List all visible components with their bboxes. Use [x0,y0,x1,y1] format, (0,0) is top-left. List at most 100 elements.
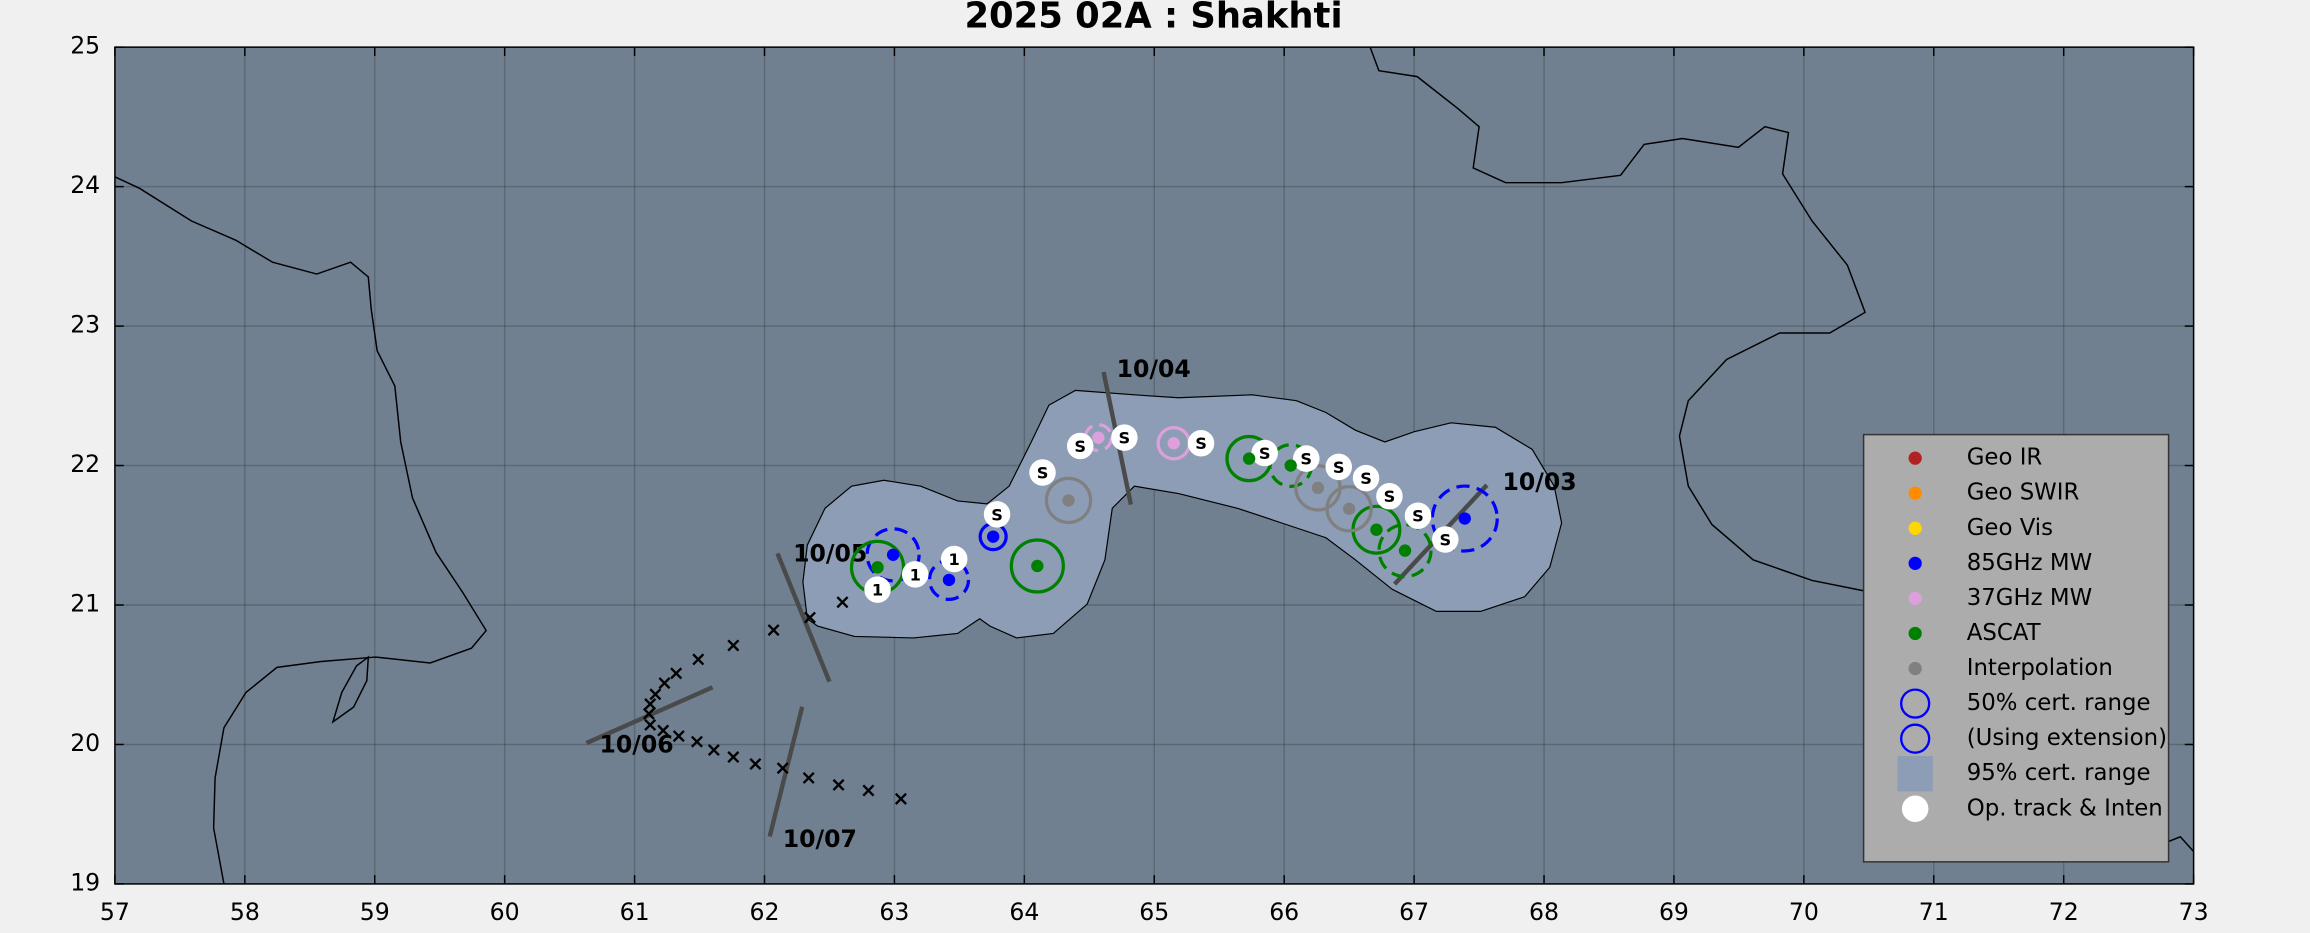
forecast-point [894,792,907,805]
x-tick-label: 67 [1399,898,1429,926]
x-tick-label: 66 [1269,898,1299,926]
forecast-point [644,718,657,731]
x-tick-label: 73 [2179,898,2209,926]
y-tick-label: 24 [70,171,100,199]
forecast-point [802,771,815,784]
coastline-southeast [2165,835,2194,853]
legend-label: 95% cert. range [1967,760,2151,786]
legend-marker [1908,486,1922,500]
legend-label: 50% cert. range [1967,690,2151,716]
obs-point [1342,502,1356,515]
op-track-label: S [1360,469,1372,488]
y-tick-label: 25 [70,32,100,60]
x-tick-label: 63 [879,898,909,926]
x-tick-label: 61 [620,898,650,926]
op-track-label: S [1412,507,1424,526]
x-tick-label: 70 [1789,898,1819,926]
forecast-point [670,667,683,680]
cert-ring [1430,484,1499,553]
coastlines [114,47,2194,884]
forecast-point [803,611,816,624]
legend-marker [1900,723,1931,754]
x-tick-label: 62 [750,898,780,926]
legend-marker [1900,688,1931,719]
obs-point [886,548,900,561]
forecast-point [776,762,789,775]
op-track-point [1066,432,1094,460]
op-track-label: S [1195,434,1207,453]
op-track-point [983,501,1011,528]
legend-marker [1908,451,1922,465]
y-tick-label: 22 [70,450,100,478]
legend-label: Geo IR [1967,445,2043,471]
obs-point [1284,459,1297,472]
op-track-label: S [1037,463,1049,482]
op-track-point [940,545,968,573]
forecast-point [767,624,780,637]
x-tick-label: 64 [1009,898,1039,926]
legend-marker [1901,795,1929,823]
chart-title: 2025 02A : Shakhti [964,0,1342,37]
legend-marker [1897,756,1933,792]
obs-point [1062,494,1075,507]
obs-point [1242,452,1256,465]
obs-point [1092,431,1105,444]
cert-ring [1325,485,1373,533]
x-tick-label: 57 [100,898,130,926]
op-track-label: S [991,505,1003,524]
op-track-point [901,561,929,588]
forecast-point [644,698,657,711]
date-label: 10/03 [1502,468,1576,496]
op-track-label: S [1384,487,1396,506]
forecast-point [657,724,670,737]
forecast-point [836,596,849,609]
forecast-point [649,688,662,701]
legend-marker [1908,661,1922,676]
obs-point [986,530,1000,543]
x-tick-label: 60 [490,898,520,926]
forecast-point [642,707,655,720]
x-tick-label: 59 [360,898,390,926]
op-track-label: S [1300,450,1312,469]
coastline-island [331,655,370,724]
op-track-point [1293,445,1320,472]
op-track-label: S [1259,444,1271,463]
op-track-point [1251,439,1278,467]
legend-label: (Using extension) [1967,725,2167,751]
obs-point [1370,523,1383,536]
cert-ring [865,527,921,583]
y-tick-label: 20 [70,729,100,757]
forecast-point [862,784,875,797]
legend-label: Op. track & Inten [1967,795,2163,821]
time-bar [775,552,832,683]
y-tick-label: 23 [70,311,100,339]
op-track-point [1352,464,1380,492]
op-track-label: S [1439,530,1451,549]
legend-label: 85GHz MW [1967,550,2092,576]
op-track-point [1029,459,1056,486]
obs-point [942,573,956,587]
obs-point [871,561,884,574]
cert-ring [1044,476,1093,525]
op-track-point [1111,424,1138,451]
legend-label: ASCAT [1967,620,2042,646]
op-track-point [1432,526,1459,553]
op-track-label: S [1119,429,1131,448]
op-track-point [1376,482,1403,510]
obs-point [1311,481,1325,495]
op-track-point [1325,453,1353,481]
95-cert-range-area [802,389,1563,639]
forecast-point [658,677,671,690]
op-track-point [1187,429,1215,457]
legend-label: Geo SWIR [1967,480,2080,506]
forecast-point [692,653,705,666]
obs-point [1458,512,1471,525]
legend: Geo IR Geo SWIR Geo Vis 85GHz MW 37GHz MW ASC… [1862,433,2170,863]
forecast-point [690,735,703,748]
legend-marker [1908,521,1922,535]
legend-label: Interpolation [1967,655,2113,681]
legend-label: 37GHz MW [1967,585,2092,611]
op-track-label: S [1074,437,1086,456]
